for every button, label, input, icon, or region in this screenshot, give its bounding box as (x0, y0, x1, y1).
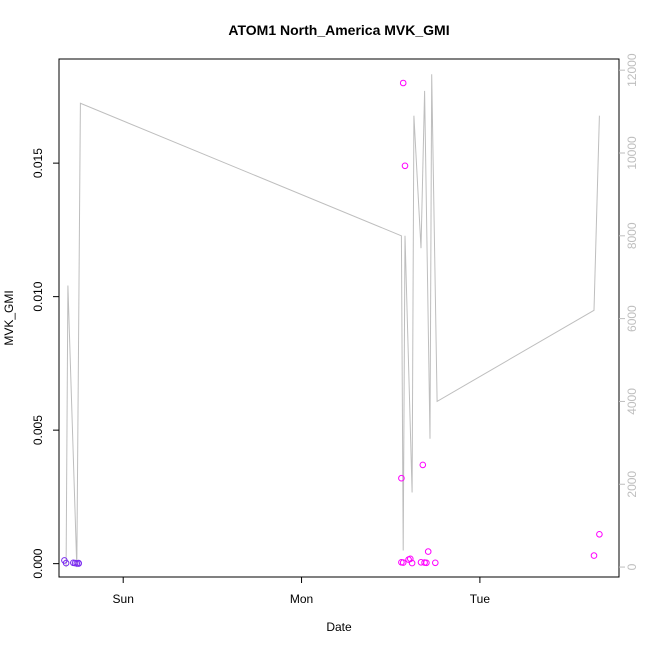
y-axis-label: MVK_GMI (2, 290, 16, 345)
data-point (401, 162, 409, 170)
y2-tick-label: 8000 (625, 222, 639, 249)
points-layer (61, 79, 603, 567)
x-axis-label: Date (326, 620, 352, 634)
data-point (399, 559, 407, 566)
data-point (62, 559, 70, 567)
data-point (423, 559, 430, 567)
y-tick-label: 0.000 (31, 548, 45, 578)
y2-tick-label: 10000 (625, 136, 639, 170)
data-point (590, 552, 598, 559)
y-tick-label: 0.010 (31, 281, 45, 311)
y-axis: 0.000 0.005 0.010 0.015 (31, 148, 59, 579)
data-point (398, 474, 405, 482)
secondary-y-axis: 0 2000 4000 6000 8000 10000 12000 (619, 53, 639, 570)
data-point (596, 531, 603, 538)
y2-tick-label: 0 (625, 563, 639, 570)
data-point (419, 461, 427, 469)
data-point (424, 548, 432, 555)
plot-frame (58, 58, 620, 578)
x-tick-label: Sun (113, 592, 134, 606)
line-layer (65, 74, 600, 568)
data-point (75, 560, 82, 567)
data-point (399, 79, 407, 87)
data-point (407, 555, 414, 563)
y-tick-label: 0.005 (31, 415, 45, 445)
chart-title: ATOM1 North_America MVK_GMI (228, 22, 449, 38)
x-tick-label: Tue (470, 592, 491, 606)
series-line (65, 74, 600, 568)
data-point (408, 559, 416, 567)
data-point (432, 559, 439, 567)
x-tick-label: Mon (290, 592, 313, 606)
y2-tick-label: 2000 (625, 471, 639, 498)
y-tick-label: 0.015 (31, 148, 45, 178)
y2-tick-label: 4000 (625, 388, 639, 415)
x-axis: Sun Mon Tue (113, 577, 491, 606)
y2-tick-label: 6000 (625, 305, 639, 332)
y2-tick-label: 12000 (625, 53, 639, 87)
